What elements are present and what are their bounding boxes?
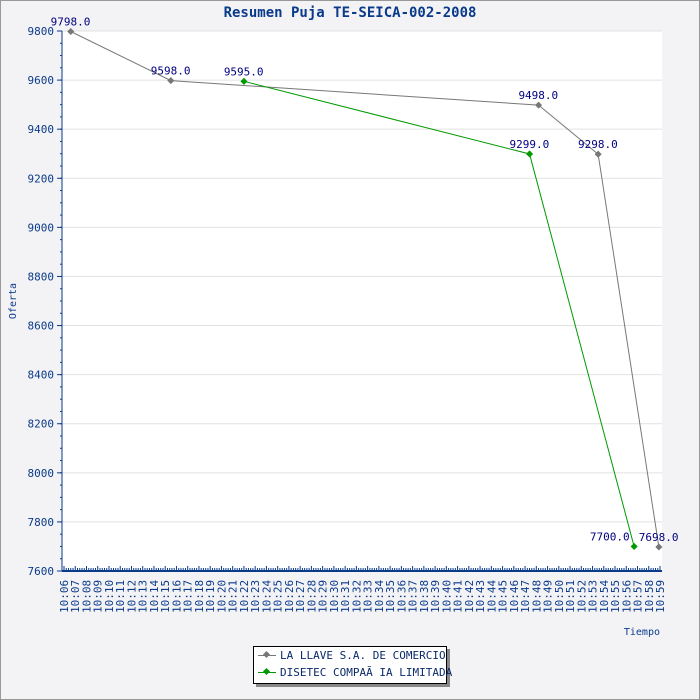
x-tick-label: 10:06 [58, 580, 71, 613]
data-label: 7698.0 [639, 531, 679, 544]
y-axis-label: Oferta [8, 283, 19, 319]
x-tick-label: 10:15 [159, 580, 172, 613]
x-tick-label: 10:36 [395, 580, 408, 613]
x-tick-label: 10:20 [215, 580, 228, 613]
legend-label: LA LLAVE S.A. DE COMERCIO [280, 649, 446, 662]
x-tick-label: 10:18 [193, 580, 206, 613]
plot-area [62, 31, 662, 571]
x-tick-label: 10:53 [587, 580, 600, 613]
data-point [630, 542, 638, 550]
y-tick-label: 8200 [28, 418, 55, 431]
x-tick-label: 10:40 [440, 580, 453, 613]
x-tick-label: 10:31 [339, 580, 352, 613]
x-tick-label: 10:17 [182, 580, 195, 613]
legend: LA LLAVE S.A. DE COMERCIO DISETEC COMPAÃ… [253, 646, 452, 684]
x-tick-label: 10:55 [609, 580, 622, 613]
x-tick-label: 10:27 [294, 580, 307, 613]
x-tick-label: 10:21 [227, 580, 240, 613]
x-tick-label: 10:22 [238, 580, 251, 613]
data-label: 9595.0 [224, 65, 264, 78]
data-point [526, 150, 534, 158]
x-tick-label: 10:45 [497, 580, 510, 613]
x-tick-label: 10:23 [249, 580, 262, 613]
data-point [594, 150, 602, 158]
data-label: 9298.0 [578, 138, 618, 151]
x-tick-label: 10:09 [92, 580, 105, 613]
x-tick-label: 10:59 [654, 580, 667, 613]
x-tick-label: 10:12 [125, 580, 138, 613]
data-label: 9498.0 [518, 89, 558, 102]
y-tick-label: 7800 [28, 516, 55, 529]
y-tick-label: 7600 [28, 565, 55, 578]
x-tick-label: 10:19 [204, 580, 217, 613]
x-tick-label: 10:48 [530, 580, 543, 613]
data-point [240, 77, 248, 85]
x-tick-label: 10:26 [283, 580, 296, 613]
data-point [655, 543, 663, 551]
x-tick-label: 10:51 [564, 580, 577, 613]
x-tick-label: 10:14 [148, 580, 161, 613]
x-tick-label: 10:43 [474, 580, 487, 613]
x-tick-label: 10:41 [452, 580, 465, 613]
x-tick-label: 10:28 [305, 580, 318, 613]
x-tick-label: 10:44 [485, 580, 498, 613]
data-label: 9598.0 [151, 65, 191, 78]
x-axis-label: Tiempo [624, 627, 660, 638]
x-tick-label: 10:52 [575, 580, 588, 613]
data-point [535, 101, 543, 109]
legend-swatch-icon [258, 667, 276, 676]
x-tick-label: 10:25 [272, 580, 285, 613]
x-tick-label: 10:35 [384, 580, 397, 613]
x-tick-label: 10:58 [643, 580, 656, 613]
data-label: 9798.0 [51, 15, 91, 28]
y-tick-label: 8000 [28, 467, 55, 480]
y-tick-label: 9000 [28, 221, 55, 234]
x-tick-label: 10:16 [170, 580, 183, 613]
x-tick-label: 10:32 [350, 580, 363, 613]
x-tick-label: 10:13 [137, 580, 150, 613]
x-tick-label: 10:30 [328, 580, 341, 613]
x-tick-label: 10:24 [260, 580, 273, 613]
y-tick-label: 8800 [28, 270, 55, 283]
chart-title: Resumen Puja TE-SEICA-002-2008 [224, 5, 477, 21]
x-tick-label: 10:42 [463, 580, 476, 613]
y-tick-label: 9600 [28, 74, 55, 87]
x-tick-label: 10:49 [542, 580, 555, 613]
legend-item: DISETEC COMPAÃ IA LIMITADA [254, 664, 452, 681]
x-tick-label: 10:08 [80, 580, 93, 613]
x-tick-label: 10:50 [553, 580, 566, 613]
x-tick-label: 10:07 [69, 580, 82, 613]
y-tick-label: 8400 [28, 369, 55, 382]
x-tick-label: 10:46 [508, 580, 521, 613]
y-tick-label: 9800 [28, 25, 55, 38]
legend-label: DISETEC COMPAÃ IA LIMITADA [280, 666, 453, 679]
x-tick-label: 10:11 [114, 580, 127, 613]
x-tick-label: 10:10 [103, 580, 116, 613]
data-label: 9299.0 [509, 138, 549, 151]
y-tick-label: 8600 [28, 320, 55, 333]
y-tick-label: 9200 [28, 172, 55, 185]
legend-swatch-icon [258, 650, 276, 659]
x-tick-label: 10:38 [418, 580, 431, 613]
x-tick-label: 10:39 [429, 580, 442, 613]
x-tick-label: 10:34 [373, 580, 386, 613]
x-tick-label: 10:54 [598, 580, 611, 613]
x-tick-label: 10:57 [632, 580, 645, 613]
x-tick-label: 10:33 [362, 580, 375, 613]
x-tick-label: 10:56 [620, 580, 633, 613]
x-tick-label: 10:47 [519, 580, 532, 613]
data-label: 7700.0 [590, 530, 630, 543]
x-tick-label: 10:37 [407, 580, 420, 613]
x-tick-label: 10:29 [317, 580, 330, 613]
data-point [167, 77, 175, 85]
legend-item: LA LLAVE S.A. DE COMERCIO [254, 647, 446, 664]
y-tick-label: 9400 [28, 123, 55, 136]
